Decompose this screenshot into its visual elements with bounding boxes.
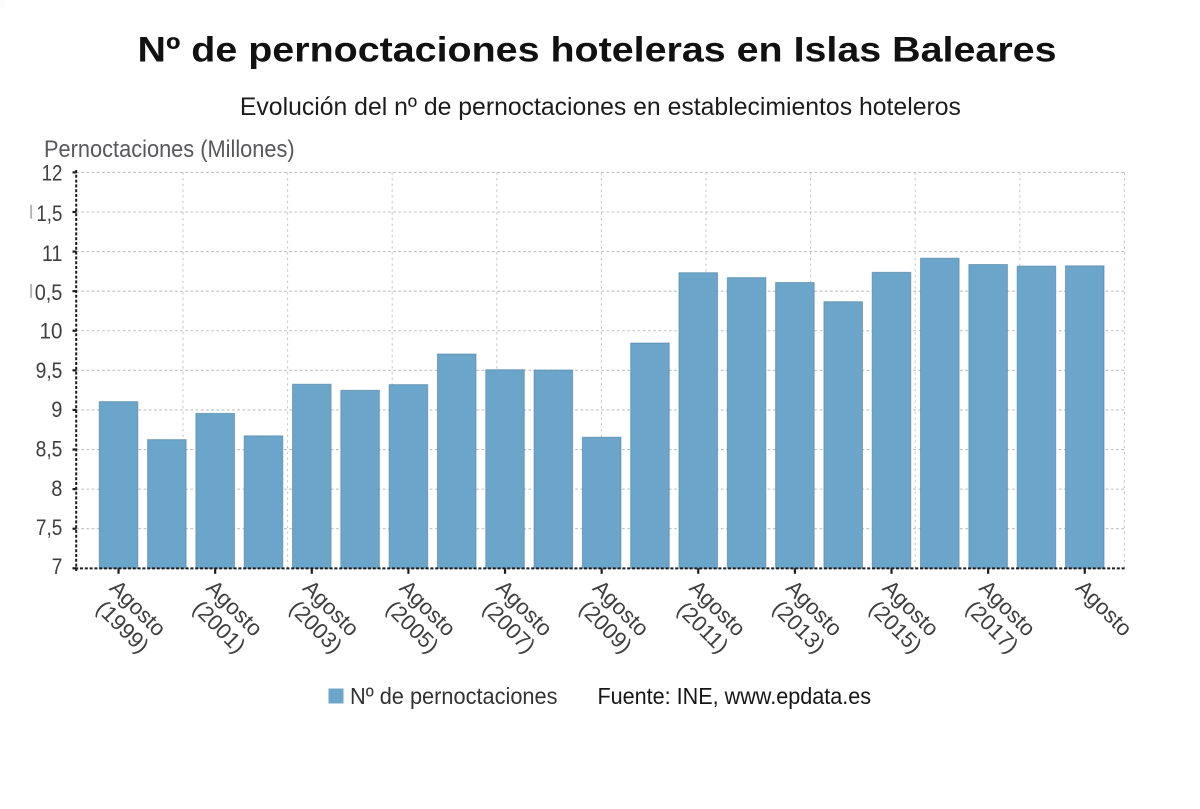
svg-text:0,5: 0,5 [35,280,63,305]
svg-text:Pernoctaciones (Millones): Pernoctaciones (Millones) [44,136,295,163]
svg-text:Fuente: INE, www.epdata.es: Fuente: INE, www.epdata.es [598,683,872,709]
svg-text:Nº de pernoctaciones hoteleras: Nº de pernoctaciones hoteleras en Islas … [138,31,1057,70]
svg-text:Nº de pernoctaciones: Nº de pernoctaciones [350,683,558,709]
svg-text:1,5: 1,5 [36,201,62,226]
svg-text:Evolución del nº de pernoctaci: Evolución del nº de pernoctaciones en es… [240,93,961,121]
svg-text:8: 8 [51,476,62,501]
svg-text:9,5: 9,5 [36,358,63,383]
svg-text:7,5: 7,5 [36,515,63,540]
svg-text:12: 12 [42,161,63,186]
svg-text:9: 9 [51,397,62,422]
svg-text:11: 11 [42,241,63,266]
svg-text:10: 10 [40,319,63,344]
svg-text:7: 7 [52,554,63,579]
svg-text:8,5: 8,5 [36,436,63,461]
